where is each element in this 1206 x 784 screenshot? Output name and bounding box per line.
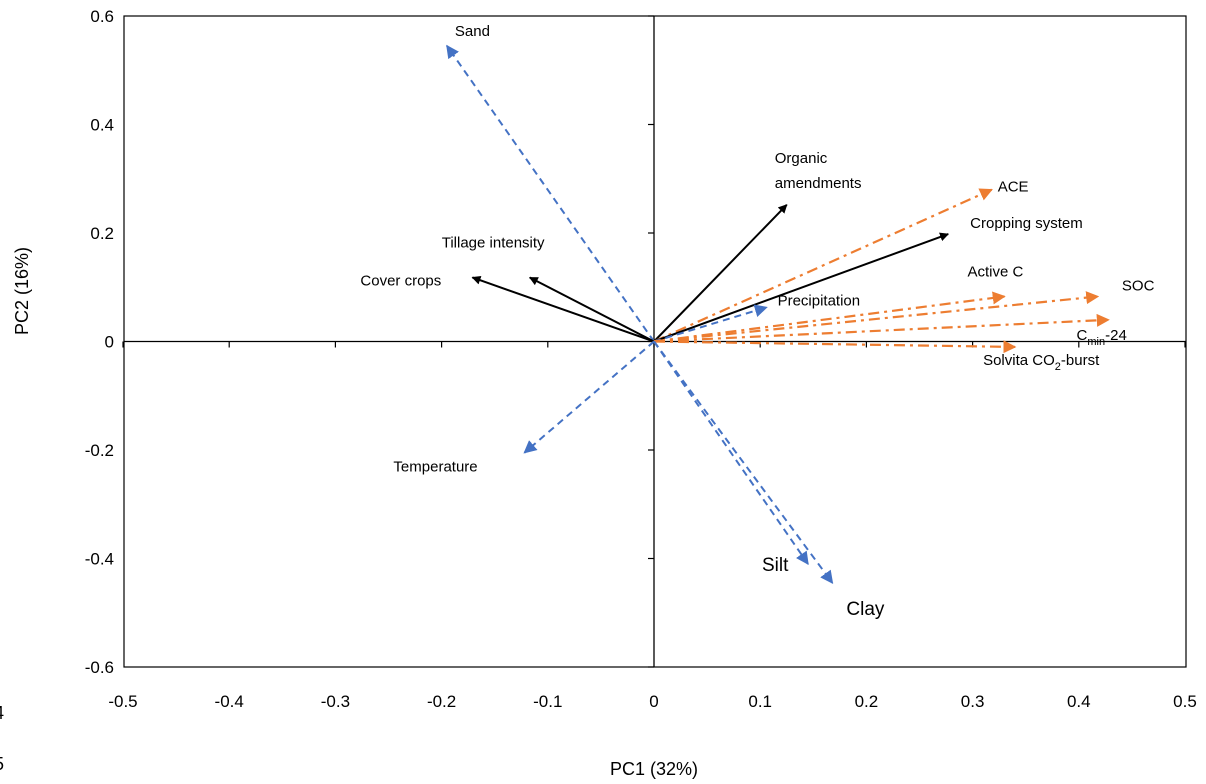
x-axis-title: PC1 (32%) [610, 759, 698, 779]
vector-temperature [524, 342, 654, 453]
vector-label: Silt [762, 555, 789, 576]
vector-label: Cmin-24 [1077, 327, 1127, 348]
margin-number-5: 5 [0, 754, 4, 774]
x-tick-label: -0.5 [108, 692, 137, 711]
vector-tillage-intensity [530, 277, 654, 341]
y-tick-label: -0.2 [85, 441, 114, 460]
vector-label: Tillage intensity [442, 234, 545, 251]
x-tick-label: 0.2 [855, 692, 879, 711]
vector-sand [447, 46, 654, 342]
vector-label: Organic amendments [775, 150, 862, 192]
vector-clay [654, 342, 832, 583]
x-tick-label: -0.3 [321, 692, 350, 711]
y-axis-title: PC2 (16%) [12, 247, 32, 335]
x-tick-label: -0.2 [427, 692, 456, 711]
vector-cover-crops [472, 277, 654, 341]
vector-label: SOC [1122, 277, 1155, 294]
vector-label: Cover crops [360, 272, 441, 289]
x-tick-label: 0.3 [961, 692, 985, 711]
y-tick-label: 0.6 [90, 7, 114, 26]
loading-vectors [447, 46, 1109, 583]
vector-label: Solvita CO2-burst [983, 352, 1100, 373]
y-tick-label: -0.6 [85, 658, 114, 677]
x-tick-label: -0.4 [215, 692, 244, 711]
y-tick-label: 0 [105, 333, 114, 352]
vector-label: Sand [455, 23, 490, 40]
x-tick-label: 0.5 [1173, 692, 1197, 711]
x-tick-label: 0.1 [748, 692, 772, 711]
vector-label: Active C [967, 263, 1023, 280]
y-tick-label: 0.2 [90, 224, 114, 243]
x-tick-label: 0.4 [1067, 692, 1091, 711]
x-tick-label: -0.1 [533, 692, 562, 711]
vector-label: Cropping system [970, 215, 1083, 232]
vector-label: Temperature [393, 459, 477, 476]
x-tick-label: 0 [649, 692, 658, 711]
y-tick-label: 0.4 [90, 116, 114, 135]
vector-labels: Sand Organic amendments ACE Cropping system T… [360, 23, 1154, 620]
margin-number-4: 4 [0, 703, 4, 723]
vector-label: Precipitation [778, 292, 861, 309]
y-tick-label: -0.4 [85, 550, 114, 569]
vector-label: ACE [998, 179, 1029, 196]
vector-solvita-co [654, 342, 1015, 347]
vector-c [654, 320, 1109, 342]
vector-organic-amendments [654, 205, 787, 342]
vector-label: Clay [846, 599, 885, 620]
vector-cropping-system [654, 234, 948, 341]
vector-silt [654, 342, 808, 564]
vector-soc [654, 296, 1098, 341]
